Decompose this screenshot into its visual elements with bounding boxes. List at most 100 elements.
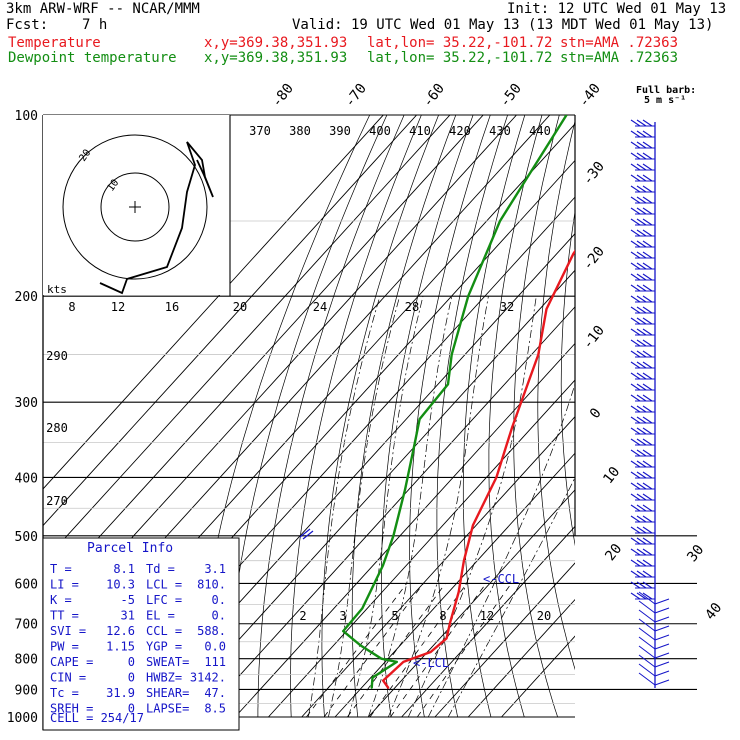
wind-barb <box>636 515 647 523</box>
isotherm-line <box>401 525 575 718</box>
wind-barb <box>630 515 641 523</box>
wind-barb <box>642 460 653 468</box>
dewpoint-point-4 <box>359 644 362 647</box>
dewpoint-point-2 <box>395 661 398 663</box>
speed-tick-label-4: 24 <box>313 300 327 314</box>
wind-barb <box>630 251 641 259</box>
parcel-row-9-label: SREH = <box>50 702 93 716</box>
wind-barb <box>642 174 653 182</box>
theta-e-label-4: 410 <box>409 124 431 138</box>
wind-barb <box>636 185 647 193</box>
wind-barb <box>636 207 647 215</box>
wind-barb <box>654 661 670 668</box>
wind-barb <box>638 654 656 668</box>
isotherm-line <box>301 416 575 718</box>
wind-barb <box>654 598 670 605</box>
wind-barb <box>630 460 641 468</box>
parcel-row-8-label2: SHEAR= <box>146 686 189 700</box>
parcel-row-2-label: K = <box>50 593 72 607</box>
sounding-traces <box>342 115 575 689</box>
dewpoint-xy: x,y=369.38,351.93 <box>204 50 348 66</box>
wind-barb <box>630 383 641 391</box>
wind-barb <box>642 185 653 193</box>
wind-barb <box>642 394 653 402</box>
wind-barb <box>630 328 641 336</box>
wind-barb <box>630 394 641 402</box>
wind-barb <box>630 218 641 226</box>
theta-label-0: 290 <box>46 349 68 363</box>
ccl-marker: <-CCL <box>483 572 519 586</box>
parcel-row-5-label2: YGP = <box>146 640 182 654</box>
speed-tick-label-5: 28 <box>405 300 419 314</box>
wind-barb <box>636 405 647 413</box>
temperature-point-11 <box>537 353 540 356</box>
wind-barb <box>642 471 653 479</box>
full-barb-legend-value: 5 m s⁻¹ <box>644 95 686 106</box>
wind-barb <box>642 504 653 512</box>
moist-adiabat-line <box>447 476 575 718</box>
wind-barb <box>630 185 641 193</box>
wind-barb <box>630 493 641 501</box>
wind-barb <box>630 262 641 270</box>
isotherm-label-1: -70 <box>342 81 370 111</box>
isotherm-line <box>43 115 417 527</box>
wind-barb <box>630 372 641 380</box>
wind-barb <box>636 581 647 589</box>
wind-barb <box>642 306 653 314</box>
isotherm-label-6: -20 <box>580 244 608 274</box>
wind-barb <box>642 295 653 303</box>
dewpoint-latlon: lat,lon= 35.22,-101.72 <box>367 50 553 66</box>
moist-adiabat-line <box>347 296 424 718</box>
temperature-trace <box>381 249 575 689</box>
wind-barb <box>636 284 647 292</box>
wind-barb <box>630 449 641 457</box>
wind-barb <box>630 350 641 358</box>
wind-barb <box>636 350 647 358</box>
parcel-row-2-value2: 0. <box>212 593 226 607</box>
wind-barb <box>642 515 653 523</box>
dewpoint-point-12 <box>447 383 449 386</box>
wind-barb <box>638 600 656 614</box>
wind-barb <box>630 306 641 314</box>
wind-barb <box>642 196 653 204</box>
pressure-tick-label-9: 1000 <box>7 711 38 726</box>
temperature-point-7 <box>463 559 465 562</box>
pressure-tick-label-2: 300 <box>15 396 38 411</box>
mixing-ratio-label-1: 3 <box>339 609 346 623</box>
parcel-cell-value: CELL = 254/17 <box>50 711 144 725</box>
wind-barb <box>630 196 641 204</box>
parcel-row-7-label2: HWBZ= <box>146 671 182 685</box>
temperature-point-13 <box>572 252 575 255</box>
moist-adiabat-line <box>308 296 381 718</box>
wind-barb <box>630 163 641 171</box>
parcel-row-8-value: 31.9 <box>106 686 135 700</box>
wind-barb <box>642 372 653 380</box>
parcel-row-6-label: CAPE = <box>50 655 93 669</box>
wind-barb <box>636 559 647 567</box>
wind-barb <box>642 229 653 237</box>
moist-adiabat-line <box>427 382 575 718</box>
theta-label-2: 270 <box>46 494 68 508</box>
pressure-tick-label-8: 900 <box>15 683 38 698</box>
wind-barb <box>630 361 641 369</box>
valid-time: Valid: 19 UTC Wed 01 May 13 (13 MDT Wed … <box>292 17 714 33</box>
wind-barb <box>642 284 653 292</box>
wind-barb <box>642 537 653 545</box>
wind-barb <box>642 449 653 457</box>
wind-barb <box>642 438 653 446</box>
isotherm-label-3: -50 <box>497 81 525 111</box>
forecast-label: Fcst: <box>6 17 49 33</box>
wind-barb <box>636 482 647 490</box>
wind-barb <box>654 634 670 641</box>
wind-barb <box>642 339 653 347</box>
wind-barb-column: Full barb:5 m s⁻¹ <box>630 85 696 688</box>
dewpoint-point-3 <box>380 657 383 660</box>
pressure-tick-label-5: 600 <box>15 577 38 592</box>
parcel-row-3-value: 31 <box>121 609 135 623</box>
parcel-row-0-value2: 3.1 <box>204 562 226 576</box>
temperature-point-4 <box>445 637 448 640</box>
temperature-point-6 <box>457 591 460 593</box>
wind-barb <box>636 273 647 281</box>
mixing-ratio-label-2: 5 <box>391 609 398 623</box>
